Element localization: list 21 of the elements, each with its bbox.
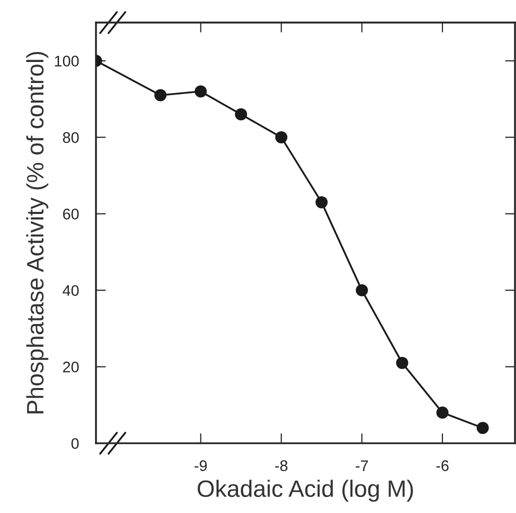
y-axis-title: Phosphatase Activity (% of control)	[26, 52, 48, 414]
y-tick-label: 40	[62, 285, 79, 296]
point	[316, 196, 328, 208]
point	[436, 406, 449, 419]
point	[476, 422, 489, 434]
y-tick-label: 80	[62, 132, 79, 143]
y-tick-label: 0	[71, 438, 79, 449]
point	[396, 356, 408, 369]
point	[234, 108, 248, 120]
x-axis-title: Okadaic Acid (log M)	[198, 480, 413, 502]
x-tick-label: -8	[275, 460, 288, 472]
point	[275, 131, 288, 144]
point	[154, 89, 167, 102]
point	[194, 85, 207, 98]
x-tick-label: -6	[436, 460, 449, 472]
x-tick-label: -7	[356, 460, 368, 471]
y-tick-label: 100	[54, 56, 79, 66]
y-tick-label: 20	[63, 362, 79, 372]
x-tick-label: -9	[194, 460, 207, 472]
point	[356, 284, 368, 296]
y-tick-label: 60	[63, 208, 79, 220]
